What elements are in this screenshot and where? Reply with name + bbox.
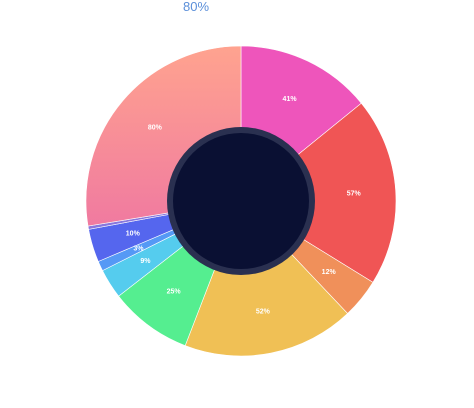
slice-label-5: 9% (140, 258, 151, 265)
center-hole (173, 133, 309, 269)
chart-title: 80% (182, 0, 210, 14)
slice-label-7: 10% (126, 230, 141, 237)
slice-label-3: 52% (256, 309, 271, 316)
slice-label-9: 80% (148, 125, 163, 132)
slices-group (85, 45, 397, 357)
slice-label-1: 57% (347, 191, 362, 198)
slice-label-0: 41% (283, 96, 298, 103)
slice-label-2: 12% (322, 269, 337, 276)
slice-label-4: 25% (167, 289, 182, 296)
labels-group: 41% 57% 12% 52% 25% 9% 3% 10% 80% (126, 96, 362, 316)
slice-label-6: 3% (133, 245, 144, 252)
